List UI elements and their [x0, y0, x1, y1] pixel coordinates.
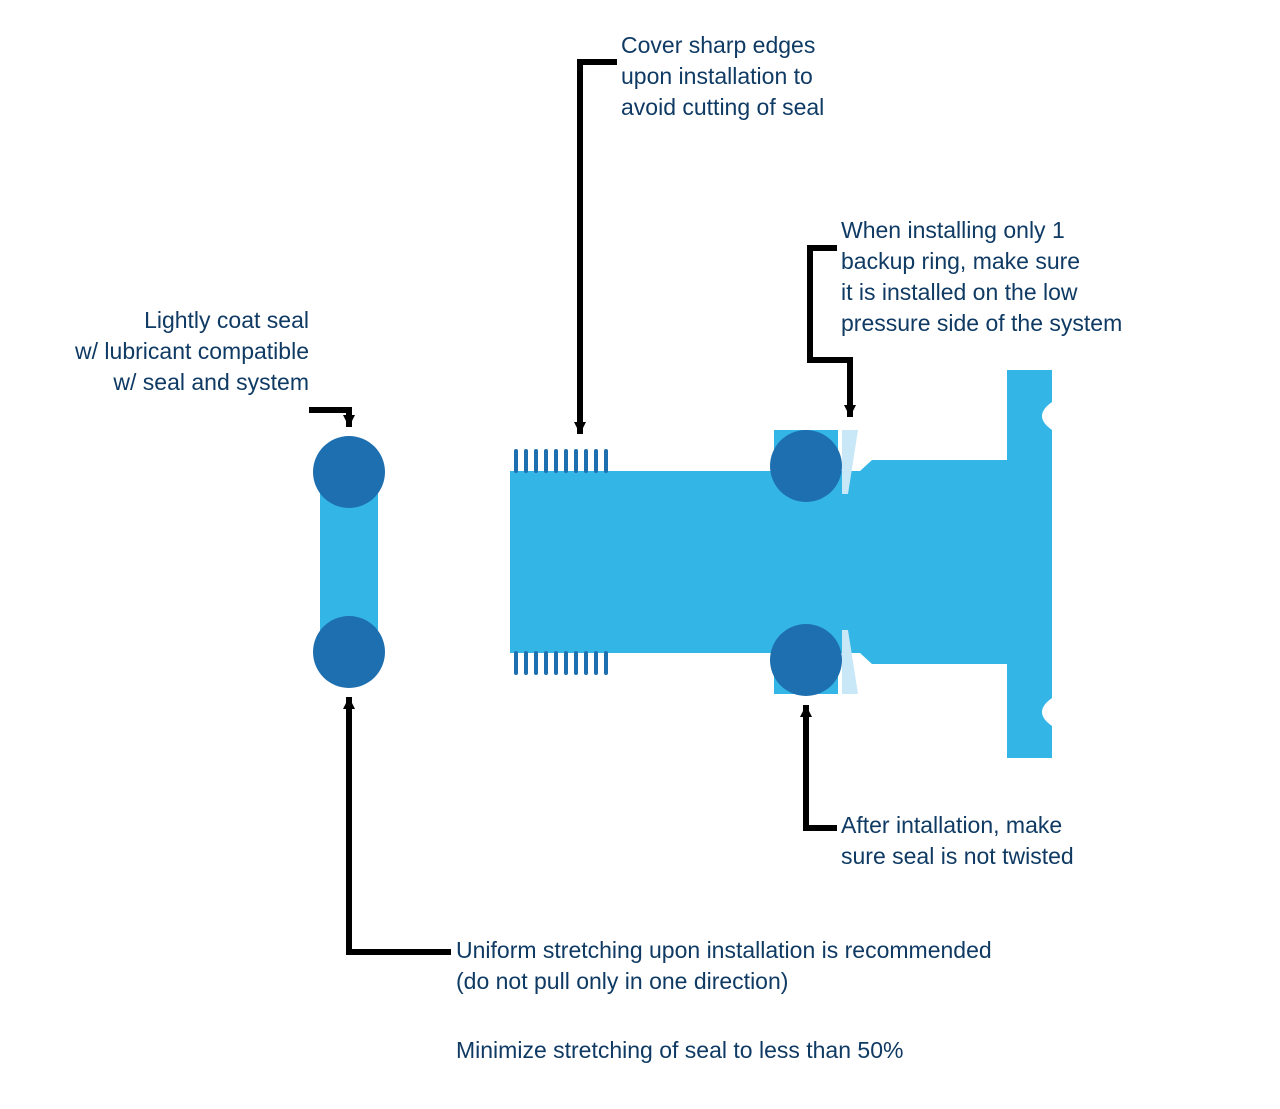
diagram-svg: [0, 0, 1280, 1109]
diagram-canvas: Lightly coat seal w/ lubricant compatibl…: [0, 0, 1280, 1109]
fitting-body: [510, 370, 1052, 758]
standalone-o-ring: [313, 436, 385, 688]
